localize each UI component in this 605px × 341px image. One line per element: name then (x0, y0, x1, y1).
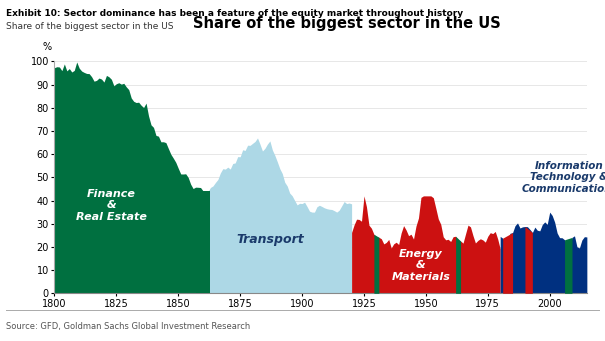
Text: Exhibit 10: Sector dominance has been a feature of the equity market throughout : Exhibit 10: Sector dominance has been a … (6, 9, 463, 17)
Text: Finance
&
Real Estate: Finance & Real Estate (76, 189, 147, 222)
Text: %: % (43, 42, 52, 52)
Text: Share of the biggest sector in the US: Share of the biggest sector in the US (6, 22, 174, 31)
Text: Source: GFD, Goldman Sachs Global Investment Research: Source: GFD, Goldman Sachs Global Invest… (6, 322, 250, 331)
Text: Information
Technology &
Communications: Information Technology & Communications (521, 161, 605, 194)
Text: Energy
&
Materials: Energy & Materials (391, 249, 450, 282)
Text: Share of the biggest sector in the US: Share of the biggest sector in the US (194, 16, 501, 31)
Text: Transport: Transport (236, 234, 304, 247)
